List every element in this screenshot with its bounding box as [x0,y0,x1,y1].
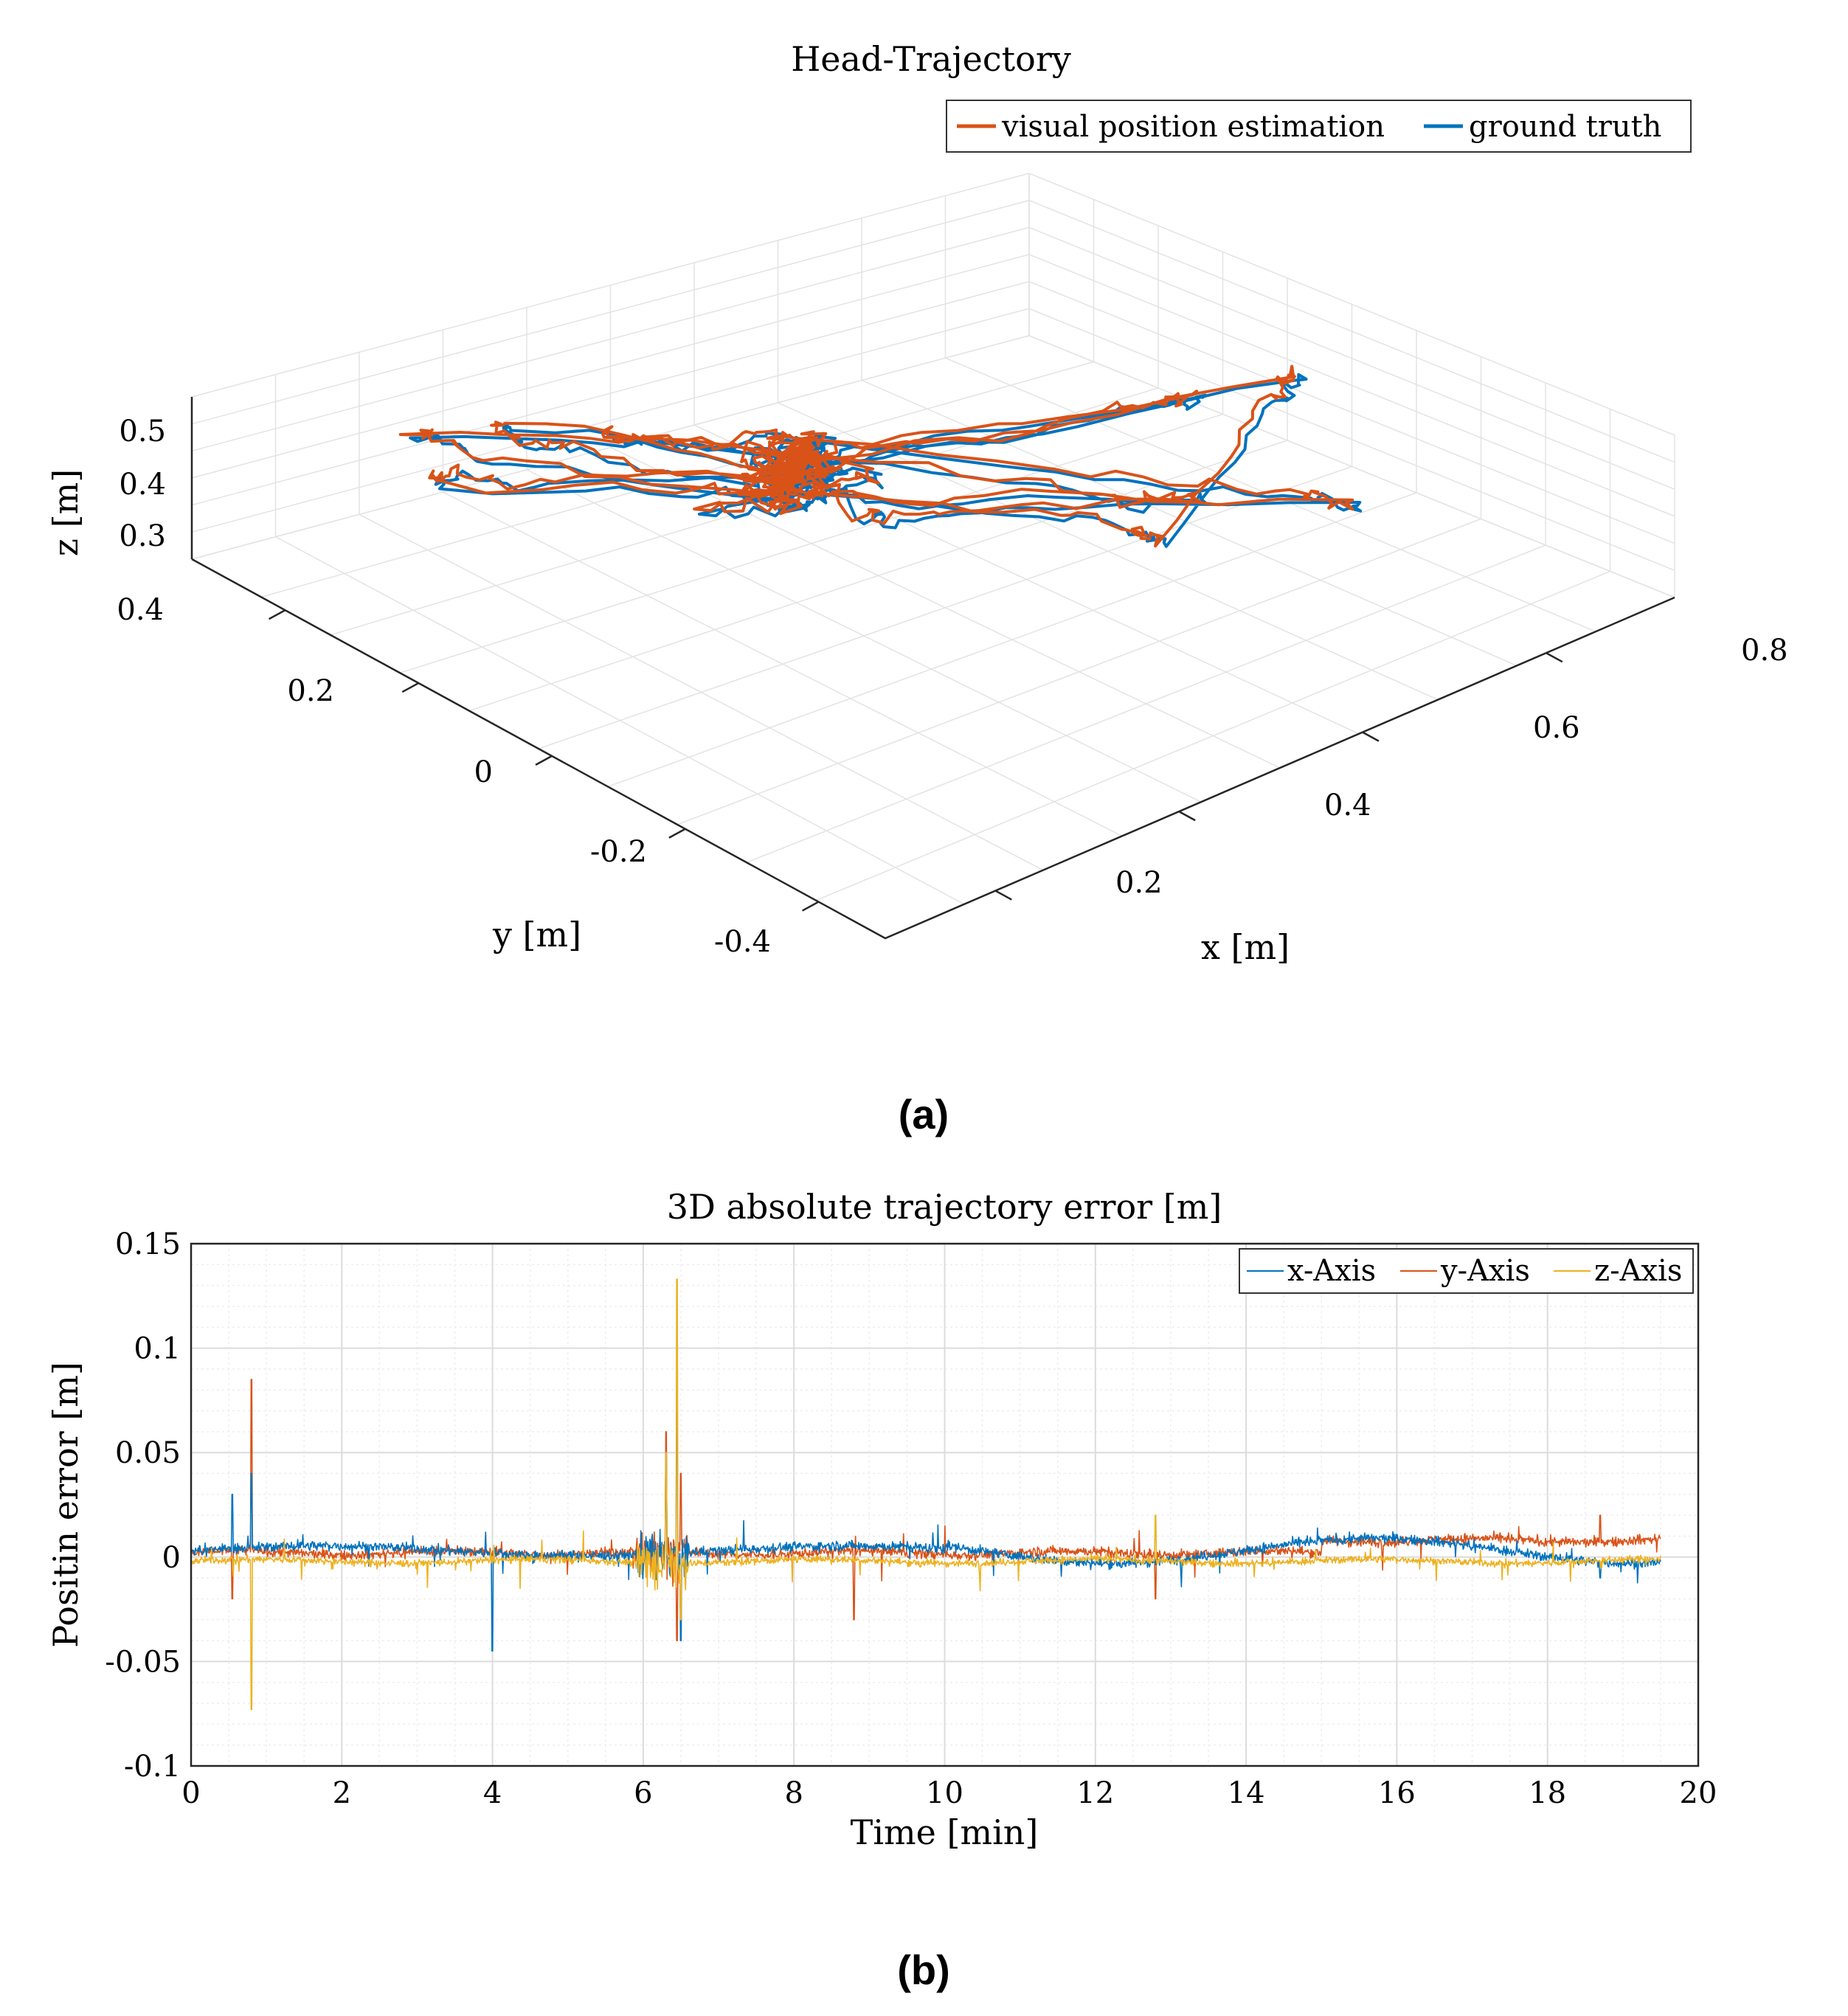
chart-a-title: Head-Trajectory [791,39,1071,79]
x-tick-label: 0.2 [1115,866,1163,900]
series-line-x-axis [190,1389,1661,1652]
legend-label-z-axis: z-Axis [1594,1254,1682,1288]
chart-a-trajectories [398,364,1363,548]
x-tick-label: 0.4 [1324,789,1371,822]
x-axis-label: x [m] [1201,927,1290,967]
x-tick-label: 18 [1529,1776,1566,1810]
y-axis-label: y [m] [492,915,581,955]
legend-label-ground-truth: ground truth [1469,110,1661,144]
chart-b-x-axis-label: Time [min] [851,1812,1039,1852]
y-tick-label: -0.1 [124,1750,181,1784]
head-trajectory-chart: Head-Trajectory -0.4 -0.2 0 0.2 0.4 0.2 0.4 0.6… [46,39,1788,967]
floor-gridline [861,379,1517,667]
chart-b-title: 3D absolute trajectory error [m] [667,1187,1222,1227]
wall-gridline [191,280,1675,544]
floor-gridline [676,518,1481,825]
chart-b-legend-box [1239,1248,1694,1294]
wall-gridline [191,335,1675,598]
z-axis-label: z [m] [46,469,86,556]
wall-gridline [191,226,1675,491]
z-tick-label: 0.4 [119,468,166,502]
x-tick-mark [1546,652,1563,663]
floor-gridline [815,570,1610,901]
x-tick-mark [994,890,1012,901]
series-line-y-axis [190,1379,1661,1641]
floor-gridline [945,357,1596,632]
wall-gridline [191,254,1675,517]
x-tick-label: 0 [181,1776,200,1810]
series-line-visual-position-estimation [398,364,1354,548]
x-tick-label: 8 [784,1776,803,1810]
wall-gridline [191,173,1675,436]
x-tick-mark [1178,810,1196,822]
chart-a-tick-labels: -0.4 -0.2 0 0.2 0.4 0.2 0.4 0.6 0.8 0.3 0.4 0.5 [117,415,1788,959]
floor-gridline [610,446,1281,769]
y-tick-label: 0.15 [115,1227,181,1261]
y-tick-mark [535,755,553,766]
y-tick-mark [268,609,286,620]
chart-b-frame [190,1242,1700,1767]
x-tick-label: 4 [483,1776,502,1810]
legend-label-visual: visual position estimation [1001,110,1385,144]
chart-a-legend-box [946,100,1692,153]
x-tick-label: 0.8 [1741,634,1788,668]
floor-gridline [607,492,1417,788]
x-tick-label: 16 [1378,1776,1416,1810]
y-tick-label: 0.05 [115,1436,181,1470]
x-tick-label: 6 [634,1776,652,1810]
caption-b: (b) [897,1947,950,1993]
y-tick-label: 0 [162,1541,181,1575]
caption-a: (a) [899,1091,949,1137]
x-tick-label: 2 [333,1776,351,1810]
y-tick-mark [668,828,686,839]
chart-b-series-lines [190,1278,1661,1711]
y-tick-label: 0.4 [117,593,164,627]
chart-b-y-axis-label: Positin error [m] [46,1362,86,1648]
z-tick-label: 0.5 [119,415,166,448]
series-line-z-axis [190,1278,1661,1711]
x-tick-label: 20 [1680,1776,1717,1810]
chart-a-legend: visual position estimation ground truth [946,100,1692,153]
x-tick-mark [1362,731,1380,742]
x-tick-label: 10 [926,1776,963,1810]
legend-label-y-axis: y-Axis [1440,1254,1530,1288]
y-tick-label: 0.2 [287,674,334,708]
x-tick-label: 0.6 [1533,711,1580,745]
y-tick-label: -0.05 [105,1645,181,1679]
y-tick-mark [401,682,419,693]
z-tick-label: 0.3 [119,519,166,553]
x-tick-label: 14 [1228,1776,1265,1810]
y-tick-label: 0.1 [134,1332,181,1366]
floor-axis-lines [191,558,1675,940]
trajectory-error-chart: 3D absolute trajectory error [m] 0 2 4 6 8 10… [46,1187,1717,1852]
chart-b-legend: x-Axis y-Axis z-Axis [1239,1248,1694,1294]
x-tick-label: 12 [1076,1776,1114,1810]
wall-gridline [191,199,1675,463]
chart-a-gridlines [191,173,1675,939]
legend-label-x-axis: x-Axis [1287,1254,1376,1288]
y-tick-label: 0 [474,755,493,789]
chart-b-tick-labels: 0 2 4 6 8 10 12 14 16 18 20 -0.1 -0.05 0 0.05 0.1 0.15 [105,1227,1717,1810]
y-tick-mark [802,901,820,912]
y-tick-label: -0.4 [714,925,771,959]
floor-gridline [746,544,1546,863]
y-tick-label: -0.2 [590,835,647,869]
chart-a-axes [190,397,1675,940]
